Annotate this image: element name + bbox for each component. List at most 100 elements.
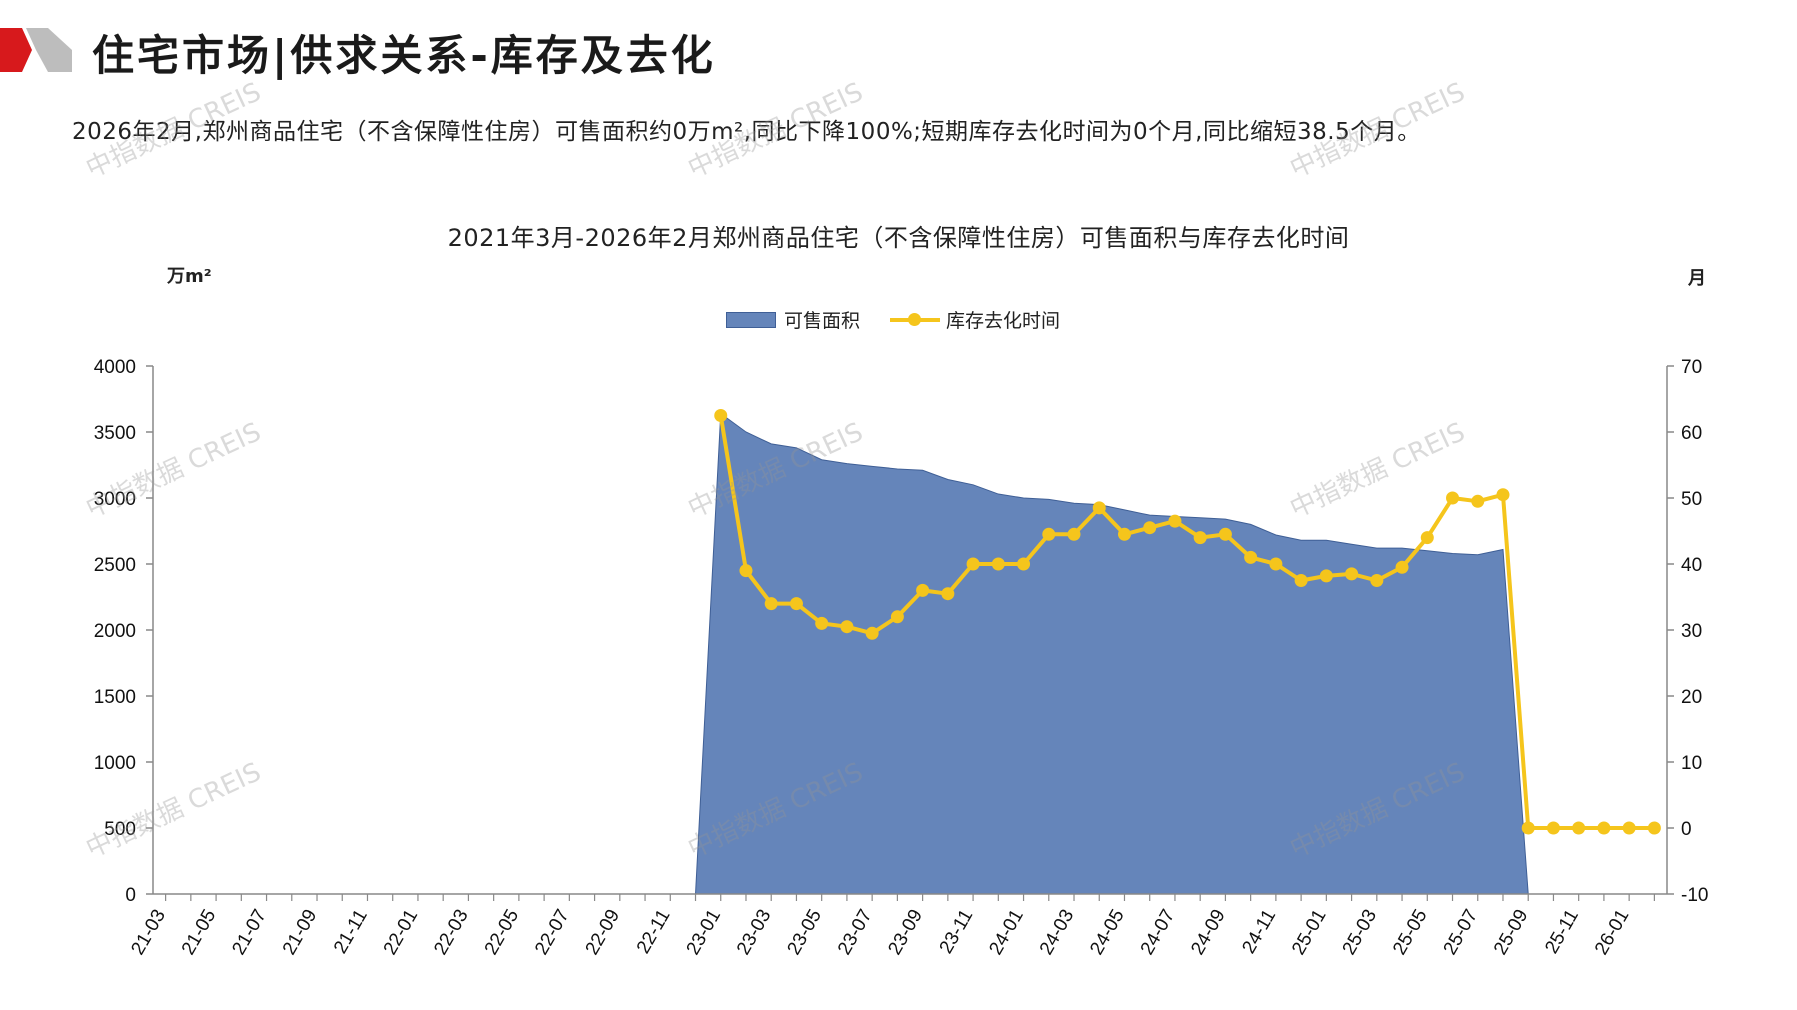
brand-logo-icon [0, 28, 72, 72]
line-point [941, 587, 955, 601]
left-axis-tick-label: 3500 [94, 423, 136, 444]
line-point [1546, 821, 1560, 835]
line-point [1597, 821, 1611, 835]
line-point [739, 564, 753, 578]
x-axis-tick-label: 22-01 [380, 906, 422, 959]
x-axis-tick-label: 23-11 [936, 906, 978, 957]
line-point [789, 597, 803, 611]
x-axis-tick-label: 25-11 [1541, 906, 1583, 957]
x-axis-tick-label: 25-05 [1389, 906, 1431, 959]
line-point [1042, 527, 1056, 541]
left-axis-tick-label: 0 [125, 885, 136, 906]
legend-item-line: 库存去化时间 [890, 306, 1060, 333]
x-axis-tick-label: 25-09 [1490, 906, 1532, 959]
x-axis-tick-label: 23-01 [683, 906, 725, 959]
summary-text: 2026年2月,郑州商品住宅（不含保障性住房）可售面积约0万m²,同比下降100… [72, 119, 1421, 145]
x-axis-tick-label: 24-09 [1187, 906, 1229, 959]
x-axis-tick-label: 22-05 [481, 906, 523, 959]
line-point [1319, 569, 1333, 583]
line-point [1092, 501, 1106, 515]
line-point [1218, 527, 1232, 541]
right-axis-tick-label: 40 [1681, 555, 1702, 576]
line-point [1269, 557, 1283, 571]
line-point [916, 583, 930, 597]
x-axis-tick-label: 24-01 [985, 906, 1027, 959]
line-point [1622, 821, 1636, 835]
left-axis-tick-label: 1000 [94, 753, 136, 774]
area-series-sellable [694, 412, 1529, 895]
x-axis-tick-label: 23-05 [784, 906, 826, 959]
x-axis-tick-label: 22-07 [531, 906, 573, 959]
right-axis-unit: 月 [1688, 268, 1706, 289]
x-axis-tick-label: 21-09 [279, 906, 321, 959]
x-axis-tick-label: 22-11 [633, 906, 675, 957]
x-axis-tick-label: 22-09 [582, 906, 624, 959]
line-point [1345, 567, 1359, 581]
x-axis-tick-label: 21-03 [127, 906, 169, 959]
chart-title: 2021年3月-2026年2月郑州商品住宅（不含保障性住房）可售面积与库存去化时… [447, 224, 1350, 252]
line-point [865, 626, 879, 640]
line-point [1370, 574, 1384, 587]
line-point [1647, 821, 1661, 835]
line-point [714, 409, 728, 422]
line-point [1395, 560, 1409, 574]
x-axis-tick-label: 22-03 [430, 906, 472, 959]
x-axis-tick-label: 24-03 [1036, 906, 1078, 959]
line-point [1521, 821, 1535, 835]
right-axis-tick-label: 60 [1681, 423, 1702, 444]
line-point [1294, 574, 1308, 587]
x-axis-tick-label: 24-05 [1086, 906, 1128, 959]
x-axis-tick-label: 24-07 [1137, 906, 1179, 959]
right-axis-tick-label: 30 [1681, 621, 1702, 642]
x-axis-tick-label: 23-07 [834, 906, 876, 959]
line-point [991, 557, 1005, 571]
page-title: 住宅市场|供求关系-库存及去化 [92, 31, 716, 80]
line-point [1471, 494, 1485, 508]
chart-legend: 可售面积 库存去化时间 [726, 306, 1090, 333]
left-axis-tick-label: 1500 [94, 687, 136, 708]
line-point [1168, 514, 1182, 528]
legend-line-label: 库存去化时间 [946, 310, 1061, 332]
right-axis-tick-label: 10 [1681, 753, 1702, 774]
x-axis-tick-label: 24-11 [1238, 906, 1280, 957]
right-axis-tick-label: 20 [1681, 687, 1702, 708]
right-axis-tick-label: -10 [1681, 885, 1708, 906]
x-axis-tick-label: 21-07 [228, 906, 270, 959]
line-point [1244, 550, 1258, 564]
line-point [1496, 488, 1510, 502]
x-axis-tick-label: 21-05 [178, 906, 220, 959]
x-axis-tick-label: 21-11 [330, 906, 372, 957]
x-axis-tick-label: 25-07 [1440, 906, 1482, 959]
line-point [1017, 557, 1031, 571]
line-point [1420, 531, 1434, 545]
line-point [1193, 531, 1207, 545]
line-point [840, 620, 854, 634]
line-point [764, 597, 778, 611]
legend-area-swatch [726, 311, 776, 328]
right-axis-tick-label: 70 [1681, 357, 1702, 378]
line-point [1446, 491, 1460, 505]
line-point [1572, 821, 1586, 835]
x-axis-tick-label: 23-03 [733, 906, 775, 959]
x-axis-tick-label: 26-01 [1591, 906, 1633, 959]
line-point [1117, 527, 1131, 541]
left-axis-tick-label: 2500 [94, 555, 136, 576]
legend-item-area: 可售面积 [726, 306, 860, 333]
left-axis-unit: 万m² [167, 266, 212, 287]
legend-line-swatch [890, 312, 941, 328]
legend-area-label: 可售面积 [784, 310, 861, 332]
x-axis-tick-label: 25-01 [1288, 906, 1330, 959]
right-axis-tick-label: 0 [1681, 819, 1692, 840]
left-axis-tick-label: 500 [104, 819, 136, 840]
line-point [966, 557, 980, 571]
right-axis-tick-label: 50 [1681, 489, 1702, 510]
line-point [890, 610, 904, 624]
left-axis-tick-label: 4000 [94, 357, 136, 378]
x-axis-tick-label: 23-09 [884, 906, 926, 959]
line-point [1143, 521, 1157, 535]
line-point [815, 616, 829, 630]
left-axis-tick-label: 3000 [94, 489, 136, 510]
left-axis-tick-label: 2000 [94, 621, 136, 642]
x-axis-tick-label: 25-03 [1339, 906, 1381, 959]
